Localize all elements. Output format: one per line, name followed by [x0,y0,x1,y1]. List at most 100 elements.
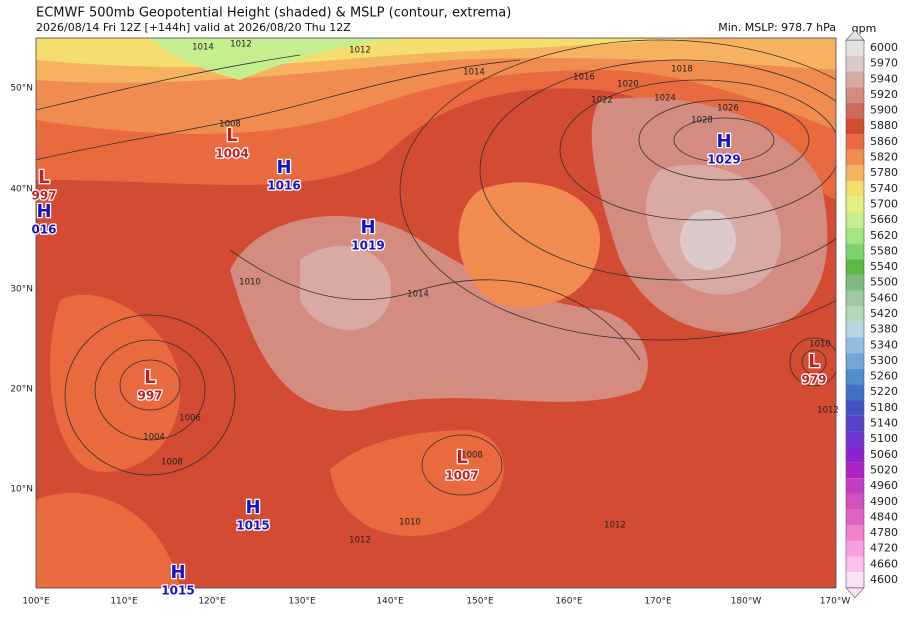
contour-label: 1014 [407,290,429,300]
lon-label: 110°E [110,597,138,607]
lat-label: 50°N [10,84,33,94]
lon-label: 180°W [731,597,762,607]
lat-label: 40°N [10,185,33,195]
contour-label: 1012 [604,521,626,531]
colorbar-label: 4960 [870,479,898,492]
contours [36,39,836,496]
center-letter: L [226,125,237,146]
contour-label: 1012 [230,40,252,50]
contour-label: 1004 [143,433,165,443]
colorbar-label: 5180 [870,401,898,414]
colorbar-swatch [846,212,864,228]
colorbar-swatch [846,478,864,494]
contour-label: 1024 [654,94,676,104]
center-letter: L [808,351,819,372]
colorbar-swatch [846,55,864,72]
colorbar-label: 5820 [870,151,898,164]
colorbar-swatch [846,525,864,541]
colorbar-label: 5940 [870,72,898,85]
map-frame [35,37,837,589]
colorbar-swatch [846,306,864,322]
title: ECMWF 500mb Geopotential Height (shaded)… [36,6,511,21]
colorbar-label: 5100 [870,432,898,445]
contour-label: 1008 [219,120,241,130]
contour-label: 1012 [349,46,371,56]
center-pressure: 979 [801,373,826,387]
center-pressure: 1007 [445,469,478,483]
colorbar-label: 6000 [870,41,898,54]
center-pressure: 1019 [351,239,384,253]
contour-label: 1006 [179,414,201,424]
colorbar-label: 5500 [870,276,898,289]
colorbar-label: 4900 [870,495,898,508]
colorbar-label: 4720 [870,542,898,555]
center-letter: H [36,201,51,222]
lon-label: 120°E [198,597,226,607]
colorbar-frame [845,39,865,589]
height-field [36,38,836,588]
colorbar-label: 5700 [870,197,898,210]
center-letter: H [276,157,291,178]
colorbar-swatch [846,447,864,463]
colorbar-label: 5260 [870,370,898,383]
lat-label: 30°N [10,285,33,295]
colorbar-swatch [846,353,864,369]
lon-label: 130°E [288,597,316,607]
contour-label: 1016 [573,73,595,83]
colorbar-unit: gpm [852,22,877,35]
colorbar-swatch [846,259,864,275]
contour-label: 1012 [817,406,839,416]
colorbar-swatch [846,196,864,213]
colorbar-label: 5580 [870,244,898,257]
colorbar-swatch [846,415,864,432]
center-pressure: 1029 [707,153,740,167]
lat-label: 20°N [10,385,33,395]
contour-label: 1008 [461,451,483,461]
colorbar-label: 5300 [870,354,898,367]
contour-label: 1014 [463,68,485,78]
colorbar-label: 5420 [870,307,898,320]
lon-label: 170°W [820,597,851,607]
colorbar-label: 5900 [870,104,898,117]
lat-label: 10°N [10,485,33,495]
colorbar-swatch [846,40,864,56]
colorbar-swatch [846,290,864,307]
center-pressure: 997 [137,389,162,403]
lon-label: 150°E [466,597,494,607]
contour-label: 1022 [591,96,613,106]
colorbar-swatch [846,181,864,197]
colorbar-swatch [846,321,864,338]
center-letter: L [38,167,49,188]
center-letter: L [144,367,155,388]
colorbar-label: 4660 [870,557,898,570]
contour-label: 1026 [717,104,739,114]
colorbar-swatch [846,87,864,103]
colorbar-label: 5460 [870,291,898,304]
center-pressure: 016 [31,223,56,237]
lon-label: 140°E [376,597,404,607]
contour-label: 1008 [161,458,183,468]
colorbar-label: 5340 [870,338,898,351]
center-pressure: 1015 [161,584,194,598]
colorbar-swatch [846,227,864,244]
colorbar-label: 5780 [870,166,898,179]
colorbar-label: 4780 [870,526,898,539]
colorbar-label: 5860 [870,135,898,148]
colorbar-swatch [846,71,864,88]
contour-label: 1010 [399,518,421,528]
colorbar-label: 5220 [870,385,898,398]
colorbar-swatch [846,149,864,166]
lon-label: 170°E [644,597,672,607]
contour-label: 1012 [349,536,371,546]
colorbar-label: 5660 [870,213,898,226]
colorbar-label: 5970 [870,57,898,70]
center-letter: H [245,497,260,518]
colorbar-label: 5920 [870,88,898,101]
colorbar-swatch [846,165,864,181]
contour-label: 1028 [691,116,713,126]
colorbar-label: 5620 [870,229,898,242]
colorbar-label: 5740 [870,182,898,195]
center-letter: H [170,562,185,583]
colorbar-swatch [846,384,864,401]
